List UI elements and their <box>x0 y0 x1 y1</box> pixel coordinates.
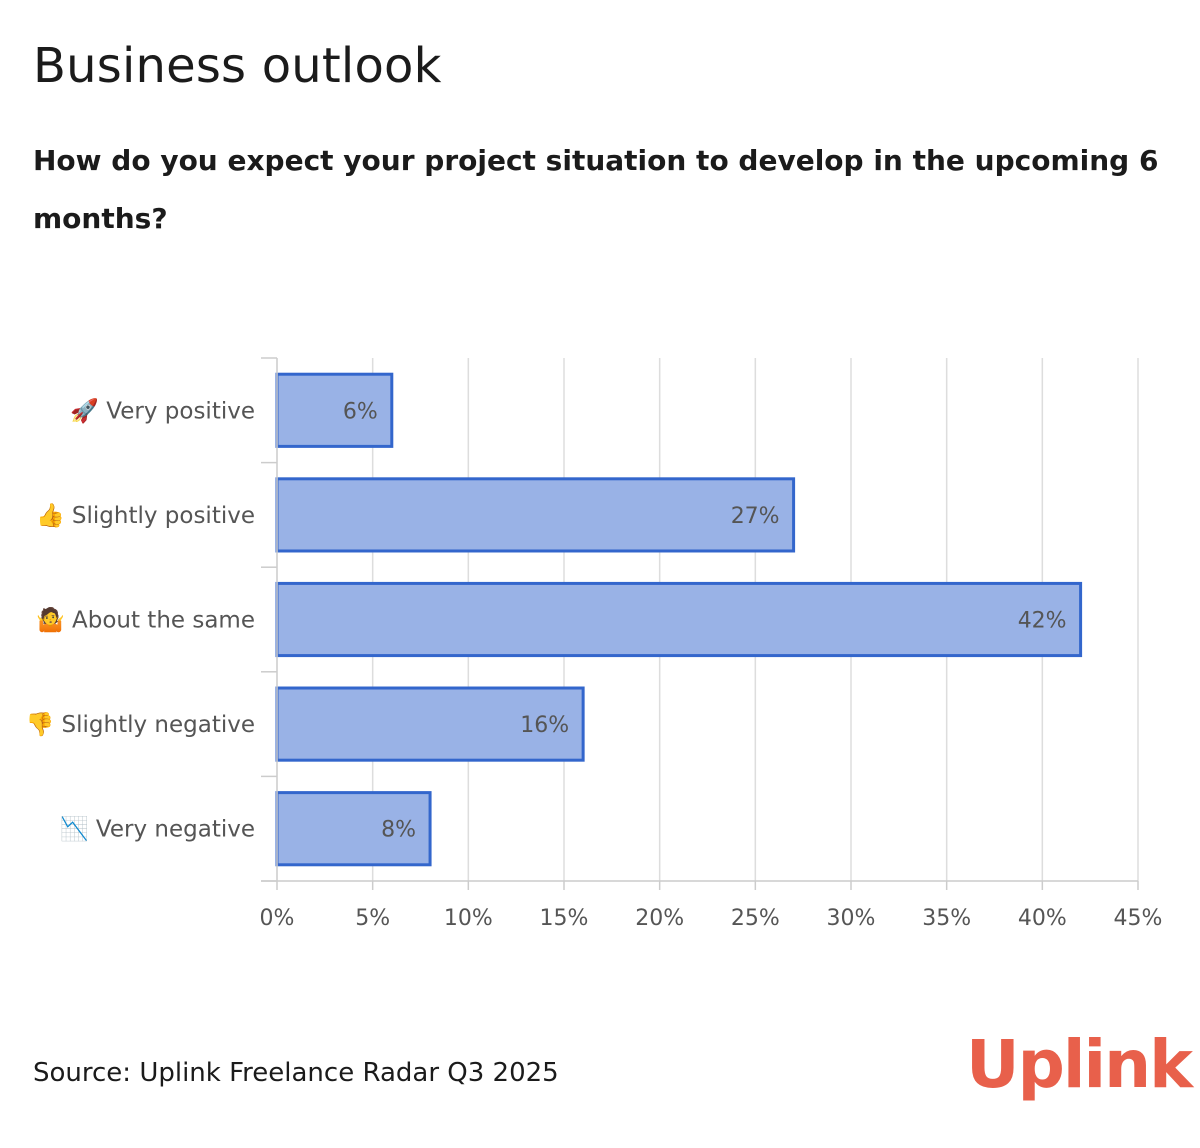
x-tick-label-40: 40% <box>1018 906 1067 931</box>
thumbs-down-icon: 👎 <box>26 711 62 738</box>
category-label-text: Very positive <box>106 398 255 424</box>
category-label: 👍 Slightly positive <box>36 502 255 529</box>
bar-very-positive <box>275 372 394 448</box>
category-label-text: About the same <box>72 608 255 634</box>
source-note: Source: Uplink Freelance Radar Q3 2025 <box>33 1058 559 1088</box>
data-label: 8% <box>381 818 416 843</box>
bars <box>275 372 1083 867</box>
bar-about-the-same <box>275 581 1083 658</box>
x-tick-label-20: 20% <box>635 906 684 931</box>
bar-chart: 0% 5% 10% 15% 20% 25% 30% 35% 40% 45% 6% 🚀 Very pos… <box>26 357 1163 931</box>
x-tick-label-0: 0% <box>260 906 295 931</box>
x-tick-label-30: 30% <box>827 906 876 931</box>
x-tick-label-10: 10% <box>444 906 493 931</box>
bar-slightly-negative <box>275 686 585 762</box>
shrug-icon: 🤷 <box>36 606 72 634</box>
page-title: Business outlook <box>33 38 442 94</box>
rocket-icon: 🚀 <box>70 397 106 424</box>
data-label: 16% <box>520 713 569 738</box>
labels: 0% 5% 10% 15% 20% 25% 30% 35% 40% 45% 6% 🚀 Very pos… <box>26 397 1163 931</box>
x-tick-label-25: 25% <box>731 906 780 931</box>
data-label: 6% <box>343 399 378 424</box>
bar-very-negative <box>275 791 432 867</box>
category-label: 🤷 About the same <box>36 606 255 634</box>
data-label: 42% <box>1018 609 1067 634</box>
x-tick-label-5: 5% <box>355 906 390 931</box>
category-label: 👎 Slightly negative <box>26 711 255 738</box>
bar-slightly-positive <box>275 477 796 553</box>
x-tick-label-35: 35% <box>922 906 971 931</box>
uplink-logo: Uplink <box>966 1026 1193 1103</box>
category-label-text: Slightly positive <box>72 503 255 529</box>
axes <box>261 357 1139 890</box>
x-tick-label-45: 45% <box>1114 906 1163 931</box>
category-label-text: Slightly negative <box>62 712 255 738</box>
category-label-text: Very negative <box>96 817 255 843</box>
category-label: 🚀 Very positive <box>70 397 255 424</box>
chart-question-subtitle: How do you expect your project situation… <box>33 144 1159 235</box>
category-label: 📉 Very negative <box>60 816 255 843</box>
thumbs-up-icon: 👍 <box>36 502 72 529</box>
data-label: 27% <box>731 504 780 529</box>
x-tick-label-15: 15% <box>540 906 589 931</box>
chart-decreasing-icon: 📉 <box>60 816 96 843</box>
